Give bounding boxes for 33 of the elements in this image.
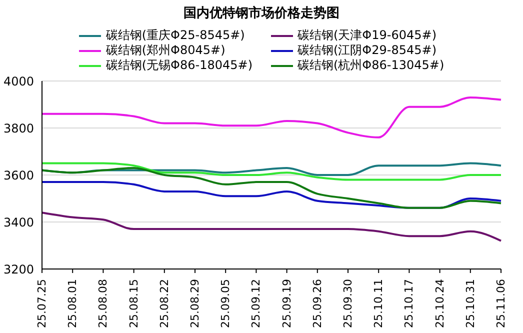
- legend-label: 碳结钢(江阴Φ29-8545#): [298, 43, 437, 58]
- chart-title: 国内优特钢市场价格走势图: [182, 4, 340, 23]
- x-tick-label: 25.09.30: [342, 279, 354, 328]
- x-tick-label: 25.10.31: [464, 279, 477, 328]
- line-series: [41, 96, 502, 138]
- x-tick-label: 25.10.24: [433, 279, 446, 328]
- legend-label: 碳结钢(无锡Φ86-18045#): [106, 58, 252, 73]
- y-tick-label: 3600: [3, 168, 34, 182]
- x-tick-label: 25.08.08: [96, 279, 110, 328]
- x-tick-label: 25.09.12: [250, 279, 263, 328]
- y-tick-label: 4000: [3, 74, 34, 88]
- legend-label: 碳结钢(天津Φ19-6045#): [298, 28, 437, 43]
- x-tick-label: 25.07.25: [36, 279, 48, 328]
- y-tick-label: 3200: [3, 262, 34, 276]
- y-tick-label: 3400: [3, 215, 34, 230]
- line-series: [41, 212, 502, 242]
- line-series: [41, 181, 502, 209]
- x-tick-label: 25.08.22: [158, 279, 171, 328]
- legend-label: 碳结钢(重庆Φ25-8545#): [106, 28, 245, 43]
- x-tick-label: 25.10.11: [372, 279, 386, 328]
- x-tick-label: 25.10.17: [402, 279, 416, 328]
- x-tick-label: 25.09.05: [219, 279, 232, 328]
- x-tick-label: 25.08.15: [127, 279, 140, 328]
- x-tick-label: 25.09.19: [280, 279, 294, 328]
- line-series: [41, 166, 502, 209]
- legend-label: 碳结钢(杭州Φ86-13045#): [298, 58, 444, 73]
- x-tick-label: 25.09.26: [310, 279, 324, 328]
- x-tick-label: 25.08.29: [188, 279, 202, 328]
- x-tick-label: 25.08.01: [66, 279, 80, 328]
- x-tick-label: 25.11.06: [494, 279, 508, 328]
- line-series: [41, 162, 502, 181]
- y-tick-label: 3800: [3, 121, 34, 136]
- legend-label: 碳结钢(郑州Φ8045#): [106, 43, 226, 58]
